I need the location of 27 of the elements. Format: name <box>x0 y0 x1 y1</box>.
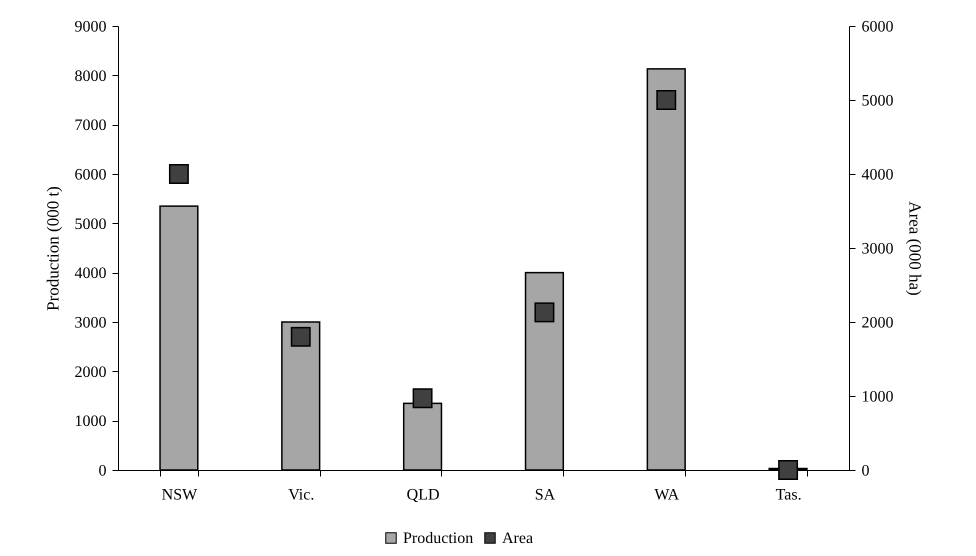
y-tick-label: 5000 <box>74 216 106 233</box>
y-tick-label: 7000 <box>74 117 106 134</box>
y2-tick-label: 3000 <box>862 240 894 258</box>
y-tick-label: 0 <box>98 462 106 480</box>
x-tick-label: QLD <box>406 486 440 504</box>
x-tick-label: WA <box>654 486 680 504</box>
y2-tick-label: 5000 <box>862 92 894 110</box>
x-tick-label: Vic. <box>288 486 314 504</box>
y2-tick-label: 2000 <box>862 314 894 332</box>
x-tick-label: Tas. <box>776 486 802 504</box>
y-tick-label: 3000 <box>74 314 106 332</box>
y2-tick-label: 0 <box>862 462 870 480</box>
y2-tick-label: 6000 <box>862 18 894 36</box>
y-tick-label: 2000 <box>74 364 106 381</box>
y-tick-label: 9000 <box>74 18 106 36</box>
y-tick-label: 6000 <box>74 166 106 184</box>
y-tick-label: 8000 <box>74 68 106 85</box>
legend-label: Area <box>502 530 534 547</box>
x-tick-label: SA <box>534 486 556 504</box>
y2-tick-label: 4000 <box>862 166 894 184</box>
y-tick-label: 1000 <box>74 413 106 430</box>
y2-tick-label: 1000 <box>862 388 894 406</box>
y-tick-label: 4000 <box>74 265 106 282</box>
x-tick-label: NSW <box>162 486 198 504</box>
y2-axis-title: Area (000 ha) <box>906 201 924 296</box>
y-axis-title: Production (000 t) <box>44 186 62 311</box>
legend-label: Production <box>403 530 474 547</box>
